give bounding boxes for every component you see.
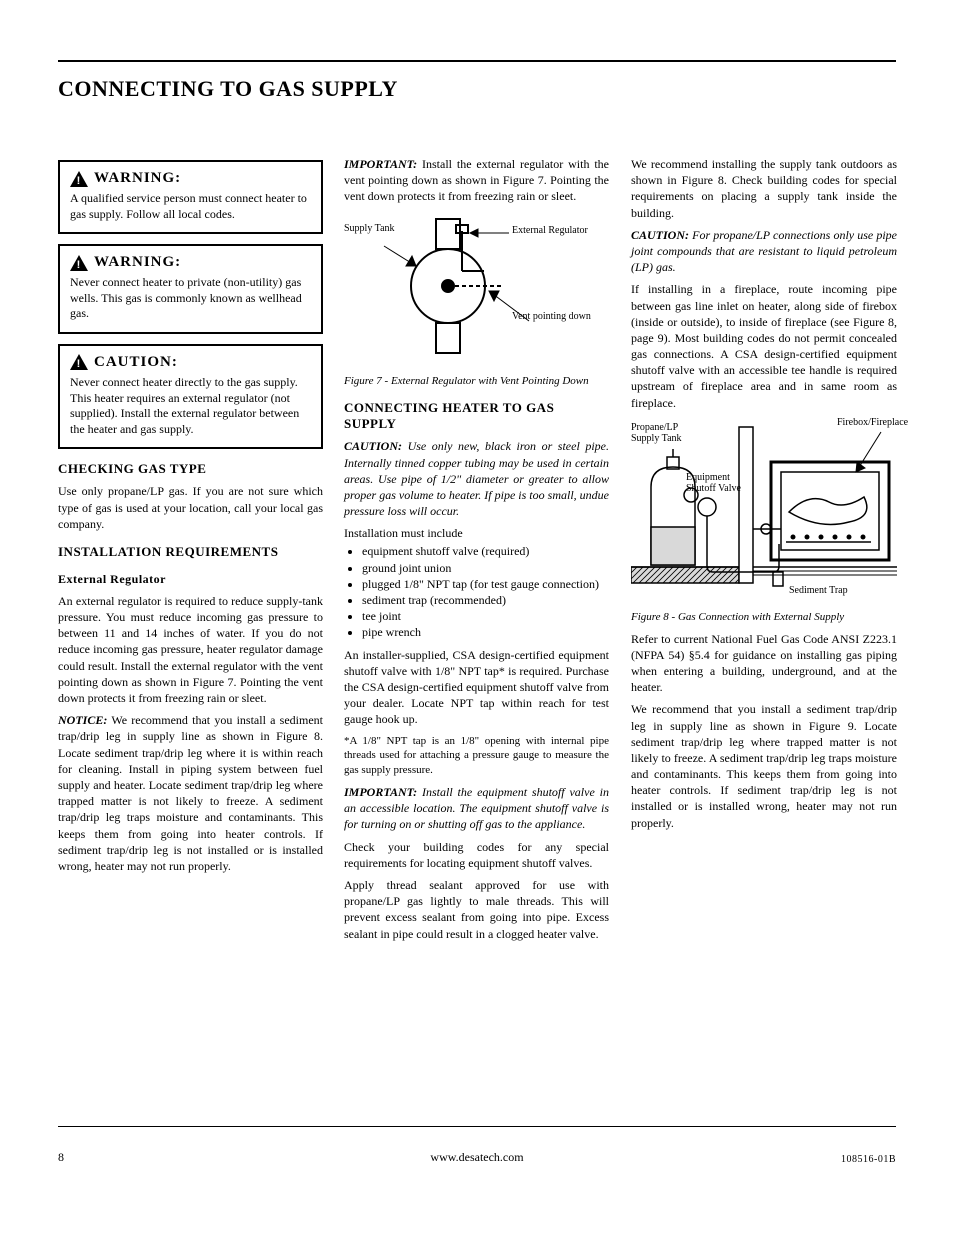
checking-gas-title: CHECKING GAS TYPE [58,461,323,477]
page-number: 8 [58,1150,64,1165]
caution-label: CAUTION: [631,228,689,242]
right-column: We recommend installing the supply tank … [631,150,897,837]
notice-label: NOTICE: [58,713,107,727]
connection-diagram [631,417,897,597]
important-block-2: IMPORTANT: Install the equipment shutoff… [344,784,609,833]
left-column: ! WARNING: A qualified service person mu… [58,150,323,880]
body-text: Refer to current National Fuel Gas Code … [631,631,897,696]
important-block-1: IMPORTANT: Install the external regulato… [344,156,609,205]
svg-text:!: ! [77,175,82,187]
fig8-label-valve: Equipment Shutoff Valve [686,472,746,494]
install-req-title: INSTALLATION REQUIREMENTS [58,544,323,560]
body-text: An installer-supplied, CSA design-certif… [344,647,609,728]
alert-icon: ! [70,255,88,271]
ext-reg-subtitle: External Regulator [58,572,323,587]
figure-8: Propane/LP Supply Tank Equipment Shutoff… [631,417,897,607]
items-intro: Installation must include [344,525,609,541]
svg-text:!: ! [77,259,82,271]
warning-box-1: ! WARNING: A qualified service person mu… [58,160,323,234]
middle-column: IMPORTANT: Install the external regulato… [344,150,609,948]
alert-icon: ! [70,171,88,187]
fig7-label-vent: Vent pointing down [512,311,607,322]
header-area: CONNECTING TO GAS SUPPLY [58,60,896,120]
install-items-list: equipment shutoff valve (required) groun… [362,543,609,640]
page: CONNECTING TO GAS SUPPLY ! WARNING: A qu… [58,60,896,1175]
asterisk-note: *A 1/8" NPT tap is an 1/8" opening with … [344,734,609,779]
warning-level: WARNING: [94,170,181,187]
notice-body: We recommend that you install a sediment… [58,713,323,873]
caution-block-mid: CAUTION: Use only new, black iron or ste… [344,438,609,519]
notice-block: NOTICE: We recommend that you install a … [58,712,323,874]
caution-block-right: CAUTION: For propane/LP connections only… [631,227,897,276]
caution-label: CAUTION: [344,439,402,453]
footer-url: www.desatech.com [430,1150,523,1165]
ext-reg-body: An external regulator is required to red… [58,593,323,706]
warning-body: Never connect heater directly to the gas… [70,375,311,437]
alert-icon: ! [70,354,88,370]
fig7-caption: Figure 7 - External Regulator with Vent … [344,375,609,389]
body-text: Check your building codes for any specia… [344,839,609,871]
columns: ! WARNING: A qualified service person mu… [58,150,896,1105]
page-title: CONNECTING TO GAS SUPPLY [58,76,896,102]
fig7-label-supply: Supply Tank [344,223,399,234]
body-text: We recommend that you install a sediment… [631,701,897,831]
warning-body: Never connect heater to private (non-uti… [70,275,311,322]
header-rule [58,60,896,62]
checking-gas-body: Use only propane/LP gas. If you are not … [58,483,323,532]
body-text: We recommend installing the supply tank … [631,156,897,221]
list-item: pipe wrench [362,624,609,640]
body-text: Apply thread sealant approved for use wi… [344,877,609,942]
fig8-label-trap: Sediment Trap [789,585,869,596]
caution-header: ! CAUTION: [70,354,311,371]
list-item: plugged 1/8" NPT tap (for test gauge con… [362,576,609,592]
warning-level: CAUTION: [94,354,178,371]
warning-header: ! WARNING: [70,170,311,187]
fig8-label-tank: Propane/LP Supply Tank [631,422,701,444]
warning-body: A qualified service person must connect … [70,191,311,222]
svg-text:!: ! [77,358,82,370]
important-label: IMPORTANT: [344,157,417,171]
connect-heater-title: CONNECTING HEATER TO GAS SUPPLY [344,400,609,432]
list-item: ground joint union [362,560,609,576]
important-label: IMPORTANT: [344,785,417,799]
list-item: equipment shutoff valve (required) [362,543,609,559]
list-item: sediment trap (recommended) [362,592,609,608]
warning-box-3: ! CAUTION: Never connect heater directly… [58,344,323,449]
fig8-label-firebox: Firebox/Fireplace [837,417,897,428]
body-text: If installing in a fireplace, route inco… [631,281,897,411]
figure-7: Supply Tank External Regulator Vent poin… [344,211,609,371]
footer-code: 108516-01B [841,1154,896,1165]
fig8-caption: Figure 8 - Gas Connection with External … [631,611,897,625]
warning-header: ! WARNING: [70,254,311,271]
footer-rule [58,1126,896,1127]
warning-box-2: ! WARNING: Never connect heater to priva… [58,244,323,334]
list-item: tee joint [362,608,609,624]
warning-level: WARNING: [94,254,181,271]
fig7-label-regulator: External Regulator [512,225,602,236]
